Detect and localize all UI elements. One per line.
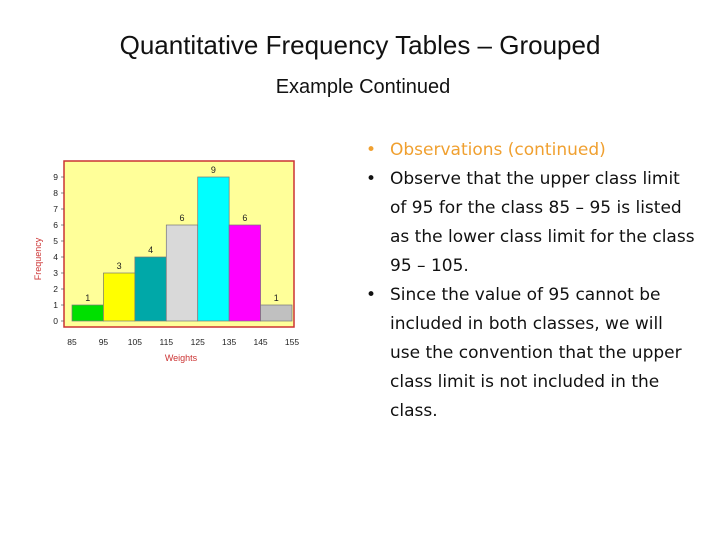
bullet-convention: Since the value of 95 cannot be included…: [366, 281, 696, 426]
page-title: Quantitative Frequency Tables – Grouped: [119, 30, 601, 60]
histogram-bar: [71, 304, 104, 322]
bar-value-label: 4: [148, 245, 153, 255]
bullet-list: Observations (continued) Observe that th…: [366, 136, 696, 426]
x-tick-label: 95: [99, 337, 109, 347]
x-tick-label: 155: [285, 337, 299, 347]
bullet-observations: Observations (continued): [366, 136, 696, 165]
histogram-bar: [228, 224, 261, 322]
x-tick-label: 125: [191, 337, 205, 347]
y-tick-label: 1: [53, 300, 58, 310]
x-tick-label: 105: [128, 337, 142, 347]
histogram-bar: [165, 224, 199, 322]
bar-value-label: 1: [274, 293, 279, 303]
histogram-bar: [134, 256, 167, 322]
histogram-svg: 1 3 4 6 9 6 1 0 1 2 3 4 5 6 7 8 9 85 95 105 115 125 135 145 155 W…: [33, 160, 299, 363]
y-axis-label: Frequency: [33, 237, 43, 280]
y-tick-label: 6: [53, 220, 58, 230]
histogram-chart: 1 3 4 6 9 6 1 0 1 2 3 4 5 6 7 8 9 85 95 105 115 125 135 145 155 W…: [28, 155, 308, 370]
y-tick-label: 3: [53, 268, 58, 278]
y-tick-label: 0: [53, 316, 58, 326]
x-tick-label: 115: [160, 337, 174, 347]
y-tick-label: 8: [53, 188, 58, 198]
x-tick-label: 145: [253, 337, 267, 347]
histogram-bar: [103, 272, 136, 322]
bar-value-label: 1: [85, 293, 90, 303]
bar-value-label: 9: [211, 165, 216, 175]
histogram-bar: [260, 304, 293, 322]
bar-value-label: 6: [242, 213, 247, 223]
y-tick-label: 2: [53, 284, 58, 294]
histogram-bar: [197, 176, 230, 322]
bar-value-label: 3: [117, 261, 122, 271]
y-tick-label: 7: [53, 204, 58, 214]
x-tick-label: 135: [222, 337, 236, 347]
y-tick-label: 9: [53, 172, 58, 182]
bar-value-label: 6: [179, 213, 184, 223]
y-tick-label: 5: [53, 236, 58, 246]
x-tick-label: 85: [67, 337, 77, 347]
bullet-upper-limit: Observe that the upper class limit of 95…: [366, 165, 696, 281]
page-subtitle: Example Continued: [275, 76, 451, 98]
y-tick-label: 4: [53, 252, 58, 262]
x-axis-label: Weights: [165, 353, 198, 363]
